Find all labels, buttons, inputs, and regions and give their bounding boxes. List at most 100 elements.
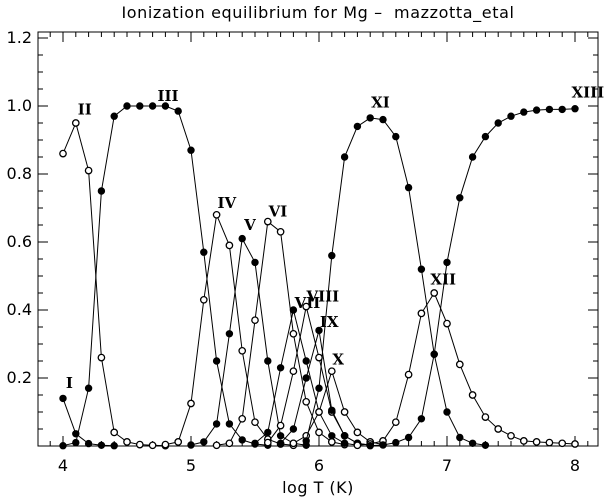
plot-frame: [37, 31, 599, 447]
filled-circle-marker: [456, 433, 464, 442]
filled-circle-marker: [187, 146, 195, 154]
open-circle-marker: [251, 418, 259, 427]
filled-circle-marker: [276, 364, 285, 372]
filled-circle-marker: [481, 441, 490, 449]
filled-circle-marker: [276, 439, 285, 447]
ion-stage-label-VIII: VIII: [305, 287, 339, 305]
open-circle-marker: [59, 149, 67, 158]
filled-circle-marker: [251, 439, 259, 447]
open-circle-marker: [455, 360, 464, 369]
filled-circle-marker: [328, 251, 336, 260]
open-circle-marker: [174, 438, 183, 446]
series-Mg-III: III: [59, 87, 272, 450]
filled-circle-marker: [468, 439, 477, 447]
ion-stage-label-II: II: [78, 100, 92, 118]
filled-circle-marker: [392, 438, 400, 447]
filled-circle-marker: [225, 420, 234, 428]
filled-circle-marker: [404, 433, 413, 442]
filled-circle-marker: [238, 234, 246, 243]
x-tick-label: 4: [58, 456, 68, 475]
open-circle-marker: [212, 441, 221, 450]
series-line: [305, 117, 486, 446]
filled-circle-marker: [110, 442, 118, 450]
filled-circle-marker: [136, 102, 144, 110]
open-circle-marker: [289, 367, 298, 376]
open-circle-marker: [468, 391, 477, 399]
open-circle-marker: [481, 413, 490, 421]
filled-circle-marker: [443, 408, 451, 416]
open-circle-marker: [225, 241, 234, 250]
filled-circle-marker: [302, 357, 310, 365]
open-circle-marker: [507, 431, 515, 440]
filled-circle-marker: [200, 248, 208, 256]
x-tick-label: 8: [570, 456, 580, 475]
series-line: [62, 398, 115, 447]
filled-circle-marker: [520, 108, 528, 116]
ion-stage-label-I: I: [66, 374, 73, 392]
filled-circle-marker: [225, 330, 234, 338]
open-circle-marker: [430, 289, 439, 297]
filled-circle-marker: [123, 102, 131, 110]
filled-circle-marker: [379, 441, 387, 449]
filled-circle-marker: [456, 194, 464, 202]
filled-circle-marker: [481, 132, 490, 141]
ion-stage-label-V: V: [243, 216, 256, 234]
y-tick-label: 0.6: [7, 232, 32, 251]
filled-circle-marker: [353, 122, 362, 131]
filled-circle-marker: [366, 442, 374, 450]
filled-circle-marker: [340, 432, 349, 440]
open-circle-marker: [148, 441, 157, 450]
filled-circle-marker: [468, 153, 477, 161]
filled-circle-marker: [315, 326, 323, 335]
filled-circle-marker: [84, 439, 93, 448]
filled-circle-marker: [302, 374, 310, 382]
ion-stage-label-X: X: [332, 350, 344, 368]
filled-circle-marker: [97, 187, 106, 195]
filled-circle-marker: [315, 384, 323, 392]
y-tick-label: 1.2: [7, 28, 32, 47]
filled-circle-marker: [264, 428, 272, 437]
open-circle-marker: [315, 408, 323, 416]
filled-circle-marker: [238, 436, 246, 444]
open-circle-marker: [302, 302, 311, 311]
filled-circle-marker: [97, 441, 106, 449]
open-circle-marker: [494, 425, 503, 433]
filled-circle-marker: [404, 183, 413, 192]
y-tick-labels: 0.2 0.4 0.6 0.8 1.0 1.2: [7, 28, 32, 387]
filled-circle-marker: [276, 432, 285, 440]
open-circle-marker: [391, 418, 400, 427]
open-circle-marker: [212, 210, 221, 219]
open-circle-marker: [327, 367, 336, 376]
filled-circle-marker: [340, 439, 349, 447]
open-circle-marker: [519, 437, 528, 445]
filled-circle-marker: [328, 432, 336, 440]
filled-circle-marker: [571, 105, 579, 113]
open-circle-marker: [545, 438, 554, 447]
filled-circle-marker: [558, 105, 566, 114]
filled-circle-marker: [532, 106, 541, 114]
filled-circle-marker: [264, 357, 272, 365]
filled-circle-marker: [161, 102, 170, 110]
series-line: [216, 220, 345, 446]
open-circle-marker: [199, 295, 208, 304]
filled-circle-marker: [392, 132, 400, 141]
open-circle-marker: [532, 438, 541, 446]
open-circle-marker: [251, 316, 259, 325]
filled-circle-marker: [251, 258, 259, 267]
ion-stage-label-IV: IV: [217, 194, 236, 212]
filled-circle-marker: [545, 105, 554, 114]
open-circle-marker: [225, 439, 234, 448]
filled-circle-marker: [302, 437, 310, 445]
open-circle-marker: [558, 439, 567, 448]
open-circle-marker: [71, 119, 80, 127]
open-circle-marker: [123, 438, 131, 446]
ion-stage-label-XII: XII: [430, 270, 456, 288]
filled-circle-marker: [494, 119, 502, 127]
filled-circle-marker: [84, 384, 93, 392]
open-circle-marker: [353, 428, 362, 437]
filled-circle-marker: [200, 438, 208, 446]
filled-circle-marker: [430, 350, 438, 358]
filled-circle-marker: [212, 420, 221, 428]
series-Mg-V: V: [187, 216, 310, 449]
ion-stage-label-VI: VI: [268, 202, 288, 220]
